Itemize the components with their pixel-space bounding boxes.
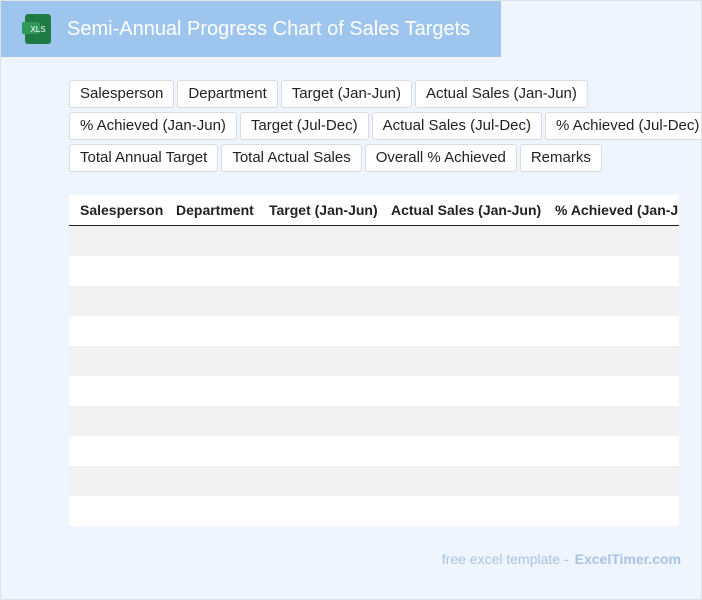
table-row	[69, 346, 679, 376]
tag: % Achieved (Jan-Jun)	[69, 112, 237, 140]
column-header: Salesperson	[80, 202, 164, 218]
footer: free excel template - ExcelTimer.com	[442, 551, 681, 567]
tag-row: % Achieved (Jan-Jun) Target (Jul-Dec) Actu…	[69, 112, 701, 140]
table-body	[69, 226, 679, 526]
column-header: Actual Sales (Jan-Jun)	[391, 202, 542, 218]
table-row	[69, 286, 679, 316]
table-row	[69, 376, 679, 406]
tag-row: Salesperson Department Target (Jan-Jun) Act…	[69, 80, 701, 108]
footer-link[interactable]: ExcelTimer.com	[574, 551, 681, 567]
table-row	[69, 316, 679, 346]
tag: Total Actual Sales	[221, 144, 362, 172]
table-row	[69, 436, 679, 466]
table-header: Salesperson Department Target (Jan-Jun) Act…	[69, 195, 679, 226]
table-row	[69, 496, 679, 526]
table-row	[69, 406, 679, 436]
footer-text: free excel template -	[441, 551, 569, 567]
tag: Overall % Achieved	[364, 144, 517, 172]
tag: Target (Jul-Dec)	[239, 112, 369, 140]
column-header: Department	[176, 202, 254, 218]
tag: Remarks	[519, 144, 602, 172]
tag: % Achieved (Jul-Dec)	[545, 112, 701, 140]
tag: Actual Sales (Jan-Jun)	[414, 80, 588, 108]
table-row	[69, 226, 679, 256]
tag: Total Annual Target	[69, 144, 219, 172]
tag: Actual Sales (Jul-Dec)	[371, 112, 542, 140]
tag: Salesperson	[69, 80, 175, 108]
column-header: Target (Jan-Jun)	[269, 202, 378, 218]
page-title: Semi-Annual Progress Chart of Sales Targ…	[67, 18, 471, 40]
column-header: % Achieved (Jan-Jun)	[555, 202, 679, 218]
table-row	[69, 466, 679, 496]
tag-row: Total Annual Target Total Actual Sales Ove…	[69, 144, 701, 172]
tag-list: Salesperson Department Target (Jan-Jun) Act…	[69, 80, 701, 176]
tag: Department	[177, 80, 278, 108]
icon-label: XLS	[30, 24, 46, 34]
table-row	[69, 256, 679, 286]
tag: Target (Jan-Jun)	[280, 80, 412, 108]
table: Salesperson Department Target (Jan-Jun) Act…	[69, 195, 679, 526]
file-icon: XLS	[22, 14, 51, 44]
header-bar: XLS Semi-Annual Progress Chart of Sales …	[1, 1, 501, 57]
